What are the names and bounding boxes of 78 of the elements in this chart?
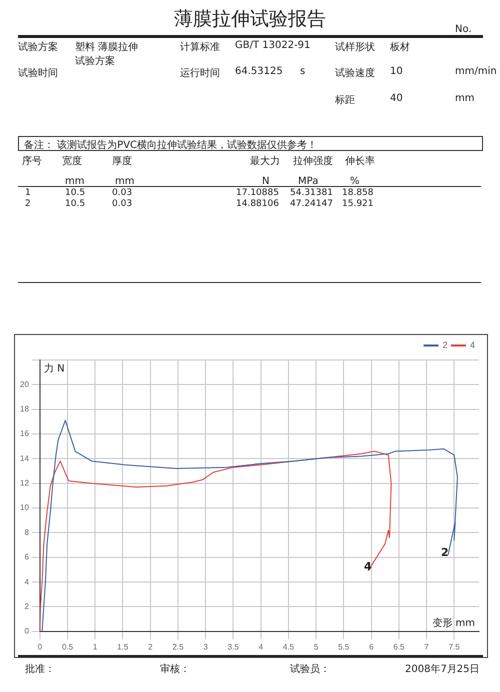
- text: 运行时间: [180, 66, 220, 80]
- text: 批准：: [25, 662, 55, 676]
- text: mm: [65, 176, 84, 187]
- text: 板材: [390, 40, 410, 54]
- text: 47.24147: [290, 199, 333, 209]
- annotation: 2: [441, 546, 449, 559]
- y-tick-label: 10: [20, 503, 30, 512]
- text: 10.5: [65, 188, 86, 198]
- x-tick-label: 1.5: [117, 642, 129, 652]
- x-tick-label: 2: [148, 642, 154, 652]
- text: 伸长率: [345, 154, 375, 168]
- x-tick-label: 4.5: [282, 642, 295, 652]
- text: 0.03: [112, 188, 132, 198]
- text: N: [262, 176, 270, 187]
- text: 64.53125: [235, 66, 283, 77]
- y-tick-label: 0: [24, 626, 30, 636]
- text: 10.5: [65, 199, 86, 209]
- legend-label: 2: [442, 340, 448, 350]
- text: mm/min: [455, 66, 497, 77]
- text: No.: [455, 24, 472, 35]
- y-tick-label: 12: [20, 478, 30, 488]
- text: 最大力: [250, 154, 280, 168]
- text: 试样形状: [335, 40, 375, 54]
- text: 40: [390, 93, 403, 104]
- x-tick-label: 0: [38, 642, 43, 652]
- x-axis-title: 变形 mm: [432, 616, 475, 629]
- x-tick-label: 2.5: [172, 642, 184, 652]
- y-tick-label: 16: [20, 429, 30, 438]
- text: 1: [25, 188, 31, 198]
- text: 审核：: [160, 662, 190, 676]
- x-tick-label: 3.5: [228, 642, 240, 652]
- annotation: 4: [364, 560, 372, 573]
- text: MPa: [298, 176, 318, 187]
- x-tick-label: 7.5: [448, 642, 460, 652]
- text: %: [350, 176, 360, 187]
- text: 试验员：: [290, 662, 330, 676]
- x-tick-label: 7: [424, 642, 430, 652]
- y-axis-title: 力 N: [44, 362, 65, 375]
- x-tick-label: 5: [314, 642, 319, 652]
- text: GB/T 13022-91: [235, 40, 310, 51]
- text: 序号: [22, 154, 42, 168]
- x-tick-label: 6: [369, 642, 374, 652]
- text: 试验方案: [18, 40, 58, 54]
- chart-title: 薄膜拉伸试验报告: [174, 8, 326, 30]
- y-tick-label: 18: [20, 404, 30, 414]
- text: 厚度: [112, 154, 132, 168]
- text: 17.10885: [236, 188, 279, 198]
- y-tick-label: 8: [24, 528, 30, 537]
- text: 备注： 该测试报告为PVC横向拉伸试验结果，试验数据仅供参考！: [24, 138, 318, 152]
- y-tick-label: 6: [24, 552, 30, 562]
- text: 试验速度: [335, 66, 375, 80]
- text: 标距: [335, 94, 355, 107]
- x-tick-label: 1: [92, 642, 98, 652]
- text: 试验时间: [18, 66, 58, 80]
- text: 拉伸强度: [293, 154, 333, 168]
- text: 0.03: [112, 199, 132, 209]
- text: 15.921: [342, 199, 374, 209]
- text: 塑料 薄膜拉伸试验方案: [75, 40, 140, 68]
- text: 2008年7月25日: [405, 663, 480, 676]
- text: 宽度: [62, 154, 82, 168]
- text: s: [300, 66, 306, 77]
- text: mm: [115, 176, 134, 187]
- y-tick-label: 4: [24, 577, 30, 586]
- legend-label: 4: [470, 340, 476, 350]
- text: mm: [455, 93, 474, 104]
- text: 18.858: [342, 188, 374, 198]
- text: 54.31381: [290, 188, 333, 198]
- text: 14.88106: [236, 199, 279, 209]
- x-tick-label: 3: [203, 642, 208, 652]
- y-tick-label: 14: [20, 454, 30, 463]
- x-tick-label: 6.5: [393, 642, 406, 652]
- text: 计算标准: [180, 40, 220, 54]
- x-tick-label: 4: [258, 642, 264, 652]
- x-tick-label: 5.5: [338, 642, 350, 652]
- text: 10: [390, 66, 403, 77]
- y-tick-label: 2: [24, 602, 30, 611]
- x-tick-label: 0.5: [62, 642, 74, 652]
- y-tick-label: 20: [20, 380, 30, 389]
